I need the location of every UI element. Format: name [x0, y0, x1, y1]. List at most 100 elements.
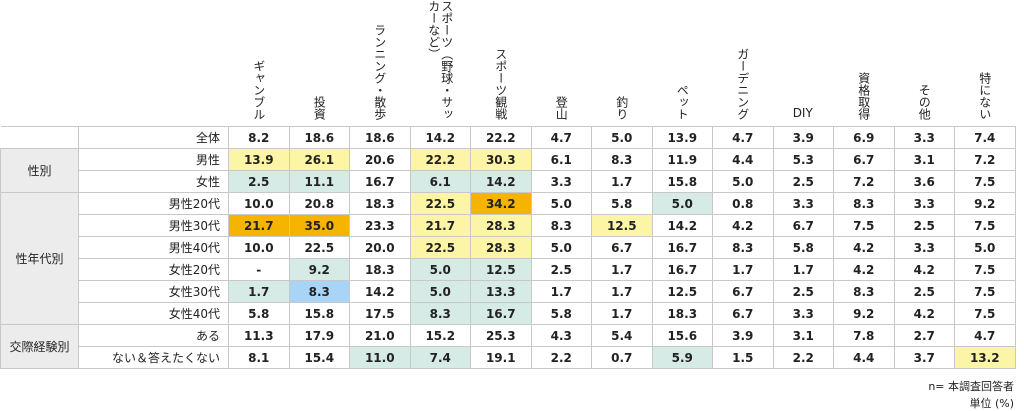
column-header-label: ペット	[675, 84, 690, 120]
table-cell: 3.6	[893, 170, 955, 193]
table-cell: 4.7	[954, 324, 1016, 347]
column-header: ランニング・散歩	[349, 0, 410, 126]
table-cell: 5.8	[591, 192, 653, 215]
table-cell: 25.3	[470, 324, 532, 347]
table-cell: 15.8	[288, 302, 350, 325]
table-cell: 6.7	[833, 148, 895, 171]
table-cell: 8.3	[409, 302, 471, 325]
table-cell: 1.5	[712, 346, 774, 369]
table-cell: 16.7	[349, 170, 411, 193]
column-header: ペット	[652, 0, 713, 126]
table-cell: 5.0	[591, 126, 653, 149]
table-cell: 7.4	[409, 346, 471, 369]
table-cell: 18.6	[349, 126, 411, 149]
table-cell: 4.2	[833, 258, 895, 281]
column-header-label: DIY	[792, 106, 813, 120]
table-cell: 21.7	[409, 214, 471, 237]
table-cell: 22.2	[409, 148, 471, 171]
table-cell: 3.3	[772, 302, 834, 325]
table-row: 女性30代 1.7 8.3 14.2 5.0 13.3 1.7 1.7 12.5 6.7 2.5 8.…	[1, 280, 1016, 303]
row-label: ある	[78, 324, 229, 347]
table-cell: 3.1	[893, 148, 955, 171]
table-row: 全体 8.2 18.6 18.6 14.2 22.2 4.7 5.0 13.9 4.7 3.9 6.9…	[0, 126, 1016, 149]
table-cell: 8.3	[712, 236, 774, 259]
column-header-label: その他	[917, 84, 932, 120]
table-cell: 7.5	[954, 280, 1016, 303]
table-cell: 7.2	[954, 148, 1016, 171]
column-header-label: スポーツ観戦	[493, 48, 508, 120]
table-cell: 6.7	[712, 302, 774, 325]
footnote-sample: n= 本調査回答者	[928, 380, 1014, 393]
table-cell: 3.7	[893, 346, 955, 369]
table-cell: 4.2	[712, 214, 774, 237]
row-label: 男性40代	[78, 236, 229, 259]
table-cell: 0.7	[591, 346, 653, 369]
table-row: 男性40代 10.0 22.5 20.0 22.5 28.3 5.0 6.7 16.7 8.3 5.…	[1, 236, 1016, 259]
row-label: 全体	[78, 126, 229, 149]
table-cell: 5.8	[772, 236, 834, 259]
table-cell: 14.2	[349, 280, 411, 303]
table-cell: 22.5	[409, 192, 471, 215]
table-cell: 18.3	[651, 302, 713, 325]
table-cell: 16.7	[470, 302, 532, 325]
table-cell: 8.2	[228, 126, 290, 149]
data-table: 全体 8.2 18.6 18.6 14.2 22.2 4.7 5.0 13.9 4.7 3.9 6.9…	[0, 126, 1016, 369]
footnote-unit: 単位 (%)	[969, 397, 1014, 410]
table-cell: 2.5	[530, 258, 592, 281]
table-cell: 7.5	[954, 258, 1016, 281]
table-cell: 5.0	[409, 258, 471, 281]
table-cell: 30.3	[470, 148, 532, 171]
table-cell: 8.3	[833, 280, 895, 303]
table-cell: 2.5	[893, 280, 955, 303]
table-cell: 9.2	[954, 192, 1016, 215]
table-cell: 0.8	[712, 192, 774, 215]
table-cell: 5.3	[772, 148, 834, 171]
table-cell: 2.5	[228, 170, 290, 193]
table-cell: 3.9	[712, 324, 774, 347]
table-cell: 11.1	[288, 170, 350, 193]
table-cell: 5.0	[530, 192, 592, 215]
table-cell: 2.2	[530, 346, 592, 369]
table-cell: 4.2	[893, 302, 955, 325]
column-header-row: ギャンブル 投資 ランニング・散歩 スポーツ（野球・サッカーなど） スポーツ観戦 登山 釣り…	[0, 0, 1024, 126]
table-cell: 3.9	[772, 126, 834, 149]
table-cell: 1.7	[591, 258, 653, 281]
table-cell: 2.5	[893, 214, 955, 237]
table-cell: 5.4	[591, 324, 653, 347]
table-cell: 19.1	[470, 346, 532, 369]
table-cell: 15.8	[651, 170, 713, 193]
row-label: 男性	[78, 148, 229, 171]
row-group-empty	[0, 126, 79, 149]
table-cell: 4.2	[833, 236, 895, 259]
table-cell: 4.2	[893, 258, 955, 281]
table-cell: 20.8	[288, 192, 350, 215]
table-cell: 7.2	[833, 170, 895, 193]
table-cell: 21.0	[349, 324, 411, 347]
table-cell: 1.7	[591, 280, 653, 303]
table-cell: 5.9	[651, 346, 713, 369]
table-cell: 4.7	[712, 126, 774, 149]
table-cell: 9.2	[833, 302, 895, 325]
table-cell: 3.1	[772, 324, 834, 347]
table-cell: 2.2	[772, 346, 834, 369]
table-cell: 5.8	[228, 302, 290, 325]
table-cell: 15.2	[409, 324, 471, 347]
table-row: 男性30代 21.7 35.0 23.3 21.7 28.3 8.3 12.5 14.2 4.2 6…	[1, 214, 1016, 237]
table-cell: 7.8	[833, 324, 895, 347]
table-cell: 5.0	[530, 236, 592, 259]
column-header: DIY	[773, 0, 834, 126]
table-cell: 3.3	[893, 126, 955, 149]
table-cell: 13.9	[651, 126, 713, 149]
table-cell: 3.3	[893, 192, 955, 215]
table-cell: 6.7	[712, 280, 774, 303]
table-cell: 18.6	[288, 126, 350, 149]
table-cell: 5.0	[954, 236, 1016, 259]
table-cell: 26.1	[288, 148, 350, 171]
table-cell: 5.0	[409, 280, 471, 303]
table-cell: 6.7	[772, 214, 834, 237]
table-cell: 5.8	[530, 302, 592, 325]
row-group-label: 性別	[0, 148, 79, 193]
table-cell: 8.3	[833, 192, 895, 215]
column-header: ガーデニング	[712, 0, 773, 126]
table-cell: 15.6	[651, 324, 713, 347]
